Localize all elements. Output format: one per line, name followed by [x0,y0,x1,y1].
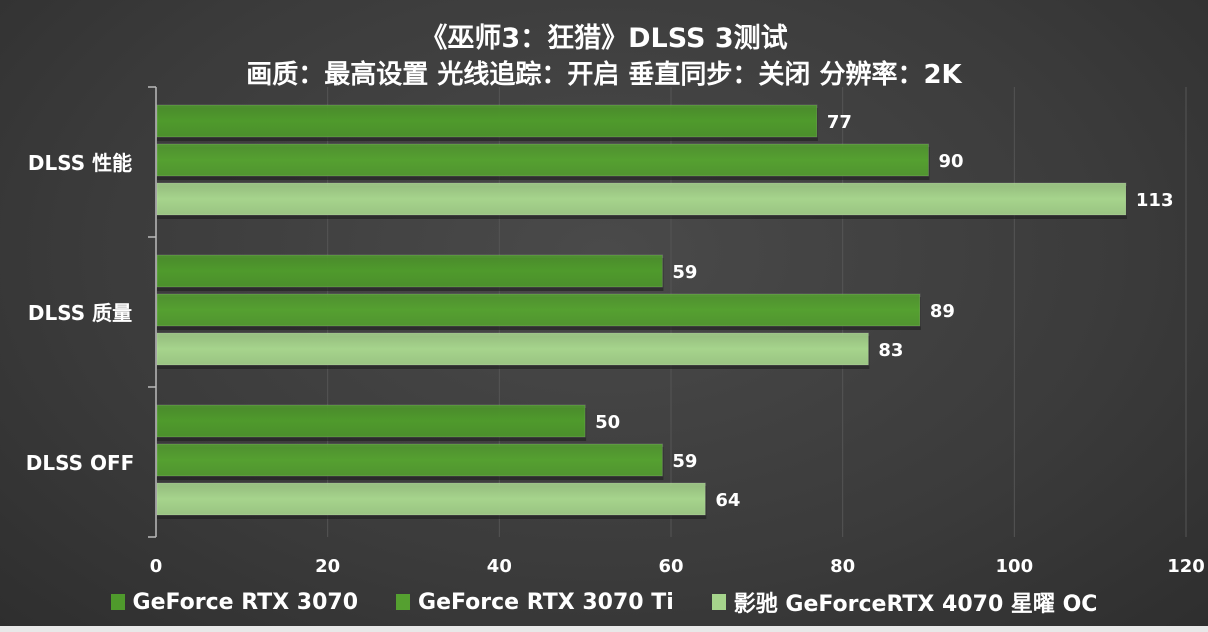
bar [156,443,663,477]
x-tick-label: 20 [315,556,340,577]
x-tick-label: 60 [658,556,683,577]
data-label: 89 [930,301,955,322]
chart-subtitle: 画质：最高设置 光线追踪：开启 垂直同步：关闭 分辨率：2K [246,60,962,90]
bar [156,143,929,177]
bar [156,332,869,366]
category-label: DLSS 性能 [28,151,132,175]
data-label: 77 [827,112,852,133]
data-label: 83 [878,340,903,361]
chart-title: 《巫师3：狂猎》DLSS 3测试 [420,23,788,54]
x-tick-label: 120 [1167,556,1205,577]
legend-label: GeForce RTX 3070 [132,589,359,615]
x-tick-label: 100 [996,556,1034,577]
x-tick-label: 80 [830,556,855,577]
x-tick-label: 40 [487,556,512,577]
bar [156,293,921,327]
legend-label: GeForce RTX 3070 Ti [418,589,674,615]
data-label: 50 [595,412,620,433]
legend-swatch [396,594,411,610]
data-label: 59 [672,451,697,472]
data-label: 64 [715,490,740,511]
legend-label: 影驰 GeForceRTX 4070 星曜 OC [733,592,1098,617]
bar [156,404,586,438]
legend-item-rtx3070ti: GeForce RTX 3070 Ti [396,586,674,618]
x-tick-label: 0 [150,556,163,577]
category-label: DLSS OFF [26,451,135,475]
legend-swatch [110,594,125,610]
legend: GeForce RTX 3070 GeForce RTX 3070 Ti 影驰 … [0,586,1208,618]
category-label: DLSS 质量 [28,301,132,325]
bar [156,254,663,288]
bar [156,482,706,516]
legend-item-rtx3070: GeForce RTX 3070 [110,586,359,618]
bar [156,104,818,138]
data-label: 113 [1136,190,1174,211]
data-label: 90 [939,151,964,172]
bar [156,182,1127,216]
legend-item-rtx4070: 影驰 GeForceRTX 4070 星曜 OC [711,586,1098,618]
bottom-border [0,626,1208,632]
legend-swatch [711,594,726,610]
data-label: 59 [672,262,697,283]
